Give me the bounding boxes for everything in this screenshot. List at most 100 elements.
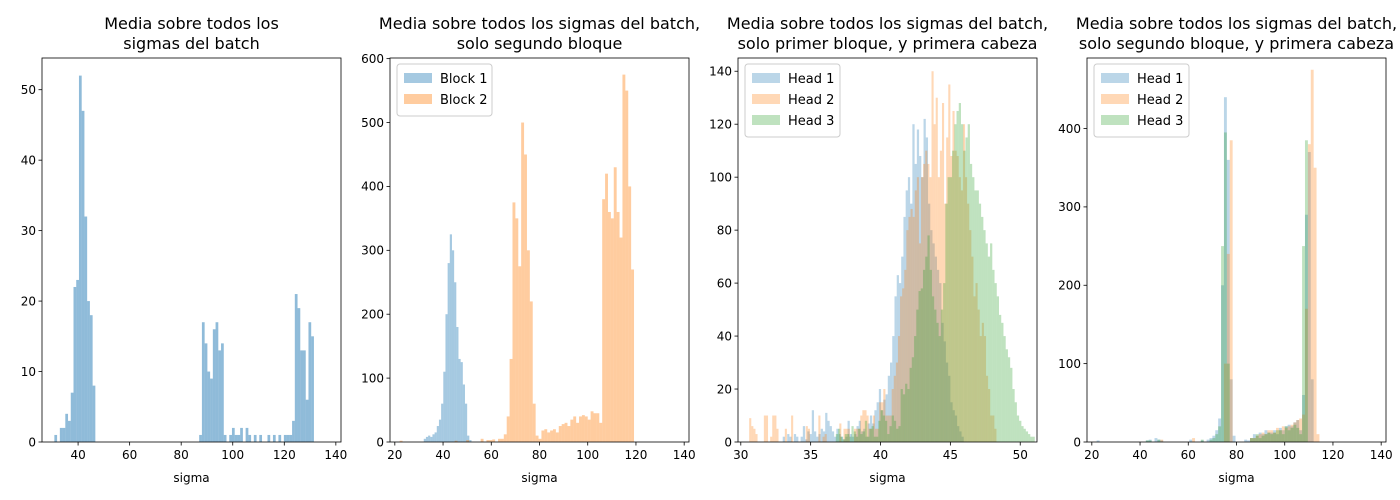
histogram-bar xyxy=(952,410,955,442)
bars xyxy=(1096,69,1320,442)
histogram-bar xyxy=(445,314,448,442)
histogram-bar xyxy=(1293,422,1297,442)
histogram-bar xyxy=(1261,432,1265,442)
histogram-bar xyxy=(1212,435,1216,442)
histogram-bar xyxy=(1284,427,1288,442)
histogram-bar xyxy=(573,416,577,442)
histogram-bar xyxy=(1148,440,1152,442)
x-axis-label: sigma xyxy=(869,471,905,485)
histogram-bar xyxy=(267,434,271,442)
histogram-bar xyxy=(891,389,894,442)
x-tick-label: 40 xyxy=(873,448,888,462)
histogram-bar xyxy=(782,436,785,442)
histogram-bar xyxy=(934,309,937,442)
histogram-bar xyxy=(949,177,953,442)
series-1 xyxy=(1096,97,1314,442)
histogram-bar xyxy=(992,269,995,442)
x-tick-label: 80 xyxy=(174,448,189,462)
histogram-bar xyxy=(849,434,853,442)
histogram-bar xyxy=(868,428,871,442)
histogram-bar xyxy=(765,415,769,442)
histogram-bar xyxy=(1299,434,1303,442)
histogram-bar xyxy=(876,436,879,442)
histogram-bar xyxy=(753,428,756,442)
histogram-bar xyxy=(231,427,235,442)
histogram-bar xyxy=(847,428,850,442)
histogram-bar xyxy=(68,420,71,442)
histogram-bar xyxy=(1278,427,1282,442)
histogram-bar xyxy=(1189,439,1193,442)
histogram-bar xyxy=(983,336,987,442)
histogram-bar xyxy=(292,420,295,442)
chart-3: 30 35 40 45 50 0 20 40 60 80 100 120 140 sigma Media s… xyxy=(709,14,1048,485)
histogram-bar xyxy=(890,362,893,442)
x-tick-label: 20 xyxy=(1084,448,1099,462)
histogram-bar xyxy=(462,384,465,442)
histogram-bar xyxy=(1226,363,1230,442)
histogram-bar xyxy=(1010,367,1013,442)
histogram-bar xyxy=(842,439,845,442)
histogram-bar xyxy=(593,413,597,442)
histogram-bar xyxy=(751,426,754,442)
histogram-bar xyxy=(999,314,1002,442)
legend-box xyxy=(744,63,841,138)
series-3 xyxy=(835,103,1035,442)
histogram-bar xyxy=(619,237,623,442)
histogram-bar xyxy=(464,403,468,442)
histogram-bar xyxy=(1250,438,1253,442)
histogram-bar xyxy=(940,309,944,442)
histogram-bar xyxy=(1023,428,1026,442)
histogram-bar xyxy=(1229,379,1233,442)
histogram-bar xyxy=(884,420,888,442)
histogram-bar xyxy=(1160,439,1164,442)
histogram-bar xyxy=(81,110,85,442)
histogram-bar xyxy=(835,434,839,442)
histogram-bar xyxy=(1255,435,1259,442)
x-tick-label: 60 xyxy=(484,448,499,462)
histogram-bar xyxy=(958,103,961,442)
histogram-bar xyxy=(772,415,775,442)
histogram-bar xyxy=(910,203,913,442)
histogram-bar xyxy=(932,243,935,442)
histogram-bar xyxy=(1296,420,1300,442)
histogram-bar xyxy=(489,440,493,442)
histogram-bar xyxy=(895,362,898,442)
histogram-bar xyxy=(1012,389,1015,442)
histogram-bar xyxy=(1221,285,1224,442)
histogram-bar xyxy=(1192,438,1196,442)
histogram-bar xyxy=(1307,144,1311,442)
histogram-bar xyxy=(70,392,74,442)
histogram-bar xyxy=(860,434,863,442)
histogram-bar xyxy=(866,415,869,442)
histogram-bar xyxy=(480,438,484,442)
histogram-bar xyxy=(469,440,472,442)
histogram-bar xyxy=(906,230,909,442)
histogram-bar xyxy=(78,75,82,442)
histogram-bar xyxy=(814,431,817,442)
histogram-bar xyxy=(986,375,989,442)
histogram-bar xyxy=(936,269,940,442)
histogram-bar xyxy=(1028,434,1031,442)
histogram-bar xyxy=(564,422,568,442)
chart-title-line: solo segundo bloque, y primera cabeza xyxy=(1079,34,1394,53)
histogram-bar xyxy=(755,434,758,442)
histogram-bar xyxy=(1223,363,1227,442)
histogram-bar xyxy=(969,163,973,442)
histogram-bar xyxy=(286,434,290,442)
histogram-bar xyxy=(749,418,752,442)
x-tick-label: 20 xyxy=(387,448,402,462)
chart-title-line: Media sobre todos los sigmas del batch, xyxy=(379,14,700,33)
histogram-bar xyxy=(1145,440,1149,442)
histogram-bar xyxy=(1145,440,1149,442)
legend-label: Head 3 xyxy=(788,114,834,129)
histogram-bar xyxy=(990,243,993,442)
histogram-bar xyxy=(486,440,490,442)
histogram-bar xyxy=(881,402,884,442)
histogram-bar xyxy=(1252,438,1256,442)
histogram-bar xyxy=(1258,432,1262,442)
y-tick-label: 400 xyxy=(1058,122,1081,136)
histogram-bar xyxy=(811,410,815,442)
legend-label: Head 1 xyxy=(788,72,834,87)
histogram-bar xyxy=(1302,414,1305,442)
